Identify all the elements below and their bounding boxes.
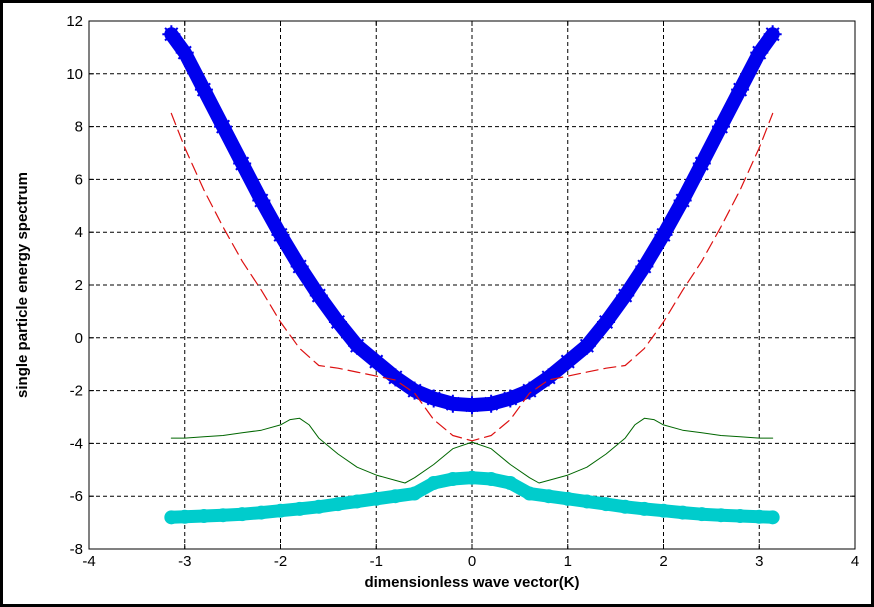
- data-point: [330, 497, 345, 512]
- data-point: [522, 486, 537, 501]
- data-point: [694, 507, 709, 522]
- data-point: [752, 509, 767, 524]
- data-point: [711, 117, 730, 136]
- data-point: [541, 489, 556, 504]
- data-point: [164, 510, 179, 525]
- data-point: [216, 508, 231, 523]
- grid-layer: [89, 21, 855, 549]
- data-point: [348, 336, 367, 355]
- data-point: [177, 509, 192, 524]
- data-point: [254, 505, 269, 520]
- data-point: [656, 503, 671, 518]
- data-point: [407, 486, 422, 501]
- y-tick-label: 6: [75, 171, 83, 188]
- data-point: [465, 470, 479, 485]
- data-point: [290, 257, 309, 276]
- x-tick-label: -2: [274, 553, 287, 570]
- data-point: [750, 43, 769, 62]
- x-tick-label: 3: [755, 553, 763, 570]
- data-point: [731, 80, 750, 99]
- y-tick-label: 2: [75, 277, 83, 294]
- data-point: [309, 286, 328, 305]
- data-point: [577, 336, 596, 355]
- data-point: [196, 509, 211, 523]
- series-2: [170, 112, 774, 442]
- y-tick-label: 4: [75, 224, 83, 241]
- data-point: [713, 508, 728, 523]
- data-point: [484, 472, 499, 487]
- data-point: [445, 472, 460, 487]
- x-tick-label: 4: [851, 553, 859, 570]
- data-point: [388, 489, 403, 504]
- data-point: [765, 510, 780, 525]
- series-1: [162, 25, 782, 415]
- data-point: [616, 286, 635, 305]
- data-point: [350, 494, 365, 509]
- data-point: [194, 80, 213, 99]
- data-point: [637, 501, 652, 516]
- y-tick-label: -8: [70, 541, 83, 558]
- data-point: [292, 501, 307, 516]
- data-point: [424, 389, 443, 408]
- series-layer: [162, 25, 782, 525]
- data-point: [311, 499, 326, 514]
- data-point: [501, 389, 520, 408]
- y-axis-title: single particle energy spectrum: [14, 172, 31, 398]
- data-point: [463, 396, 481, 415]
- data-point: [233, 154, 252, 173]
- data-point: [426, 476, 441, 490]
- data-point: [175, 43, 194, 62]
- y-tick-label: -4: [70, 435, 83, 452]
- data-point: [599, 497, 614, 512]
- x-tick-label: 2: [659, 553, 667, 570]
- data-point: [579, 494, 594, 509]
- y-tick-label: 12: [66, 13, 83, 30]
- data-point: [654, 225, 673, 244]
- data-point: [482, 394, 501, 413]
- data-point: [675, 505, 690, 520]
- data-point: [367, 352, 386, 371]
- data-point: [618, 499, 633, 514]
- y-tick-label: 0: [75, 330, 83, 347]
- x-tick-label: -4: [82, 553, 95, 570]
- data-point: [597, 312, 616, 331]
- x-tick-label: 0: [468, 553, 476, 570]
- data-point: [235, 507, 250, 522]
- data-point: [443, 394, 462, 413]
- x-tick-label: -1: [370, 553, 383, 570]
- series-line: [170, 112, 774, 442]
- data-point: [503, 476, 518, 490]
- series-line: [170, 417, 774, 484]
- data-point: [328, 312, 347, 331]
- data-point: [539, 368, 558, 387]
- data-point: [763, 25, 782, 44]
- x-axis-title: dimensionless wave vector(K): [364, 574, 579, 591]
- series-4: [164, 470, 780, 525]
- data-point: [252, 191, 271, 210]
- data-point: [635, 257, 654, 276]
- data-point: [271, 225, 290, 244]
- data-point: [673, 191, 692, 210]
- data-point: [214, 117, 233, 136]
- data-point: [273, 503, 288, 518]
- data-point: [369, 491, 384, 506]
- data-point: [162, 25, 181, 44]
- data-point: [558, 352, 577, 371]
- data-point: [405, 381, 424, 400]
- y-tick-label: -6: [70, 488, 83, 505]
- x-tick-label: -3: [178, 553, 191, 570]
- data-point: [733, 509, 748, 523]
- data-point: [692, 154, 711, 173]
- y-tick-label: 8: [75, 119, 83, 136]
- data-point: [520, 381, 539, 400]
- data-point: [560, 491, 575, 506]
- data-point: [386, 368, 405, 387]
- y-tick-label: 10: [66, 66, 83, 83]
- series-3: [170, 417, 774, 484]
- y-tick-label: -2: [70, 383, 83, 400]
- x-tick-label: 1: [564, 553, 572, 570]
